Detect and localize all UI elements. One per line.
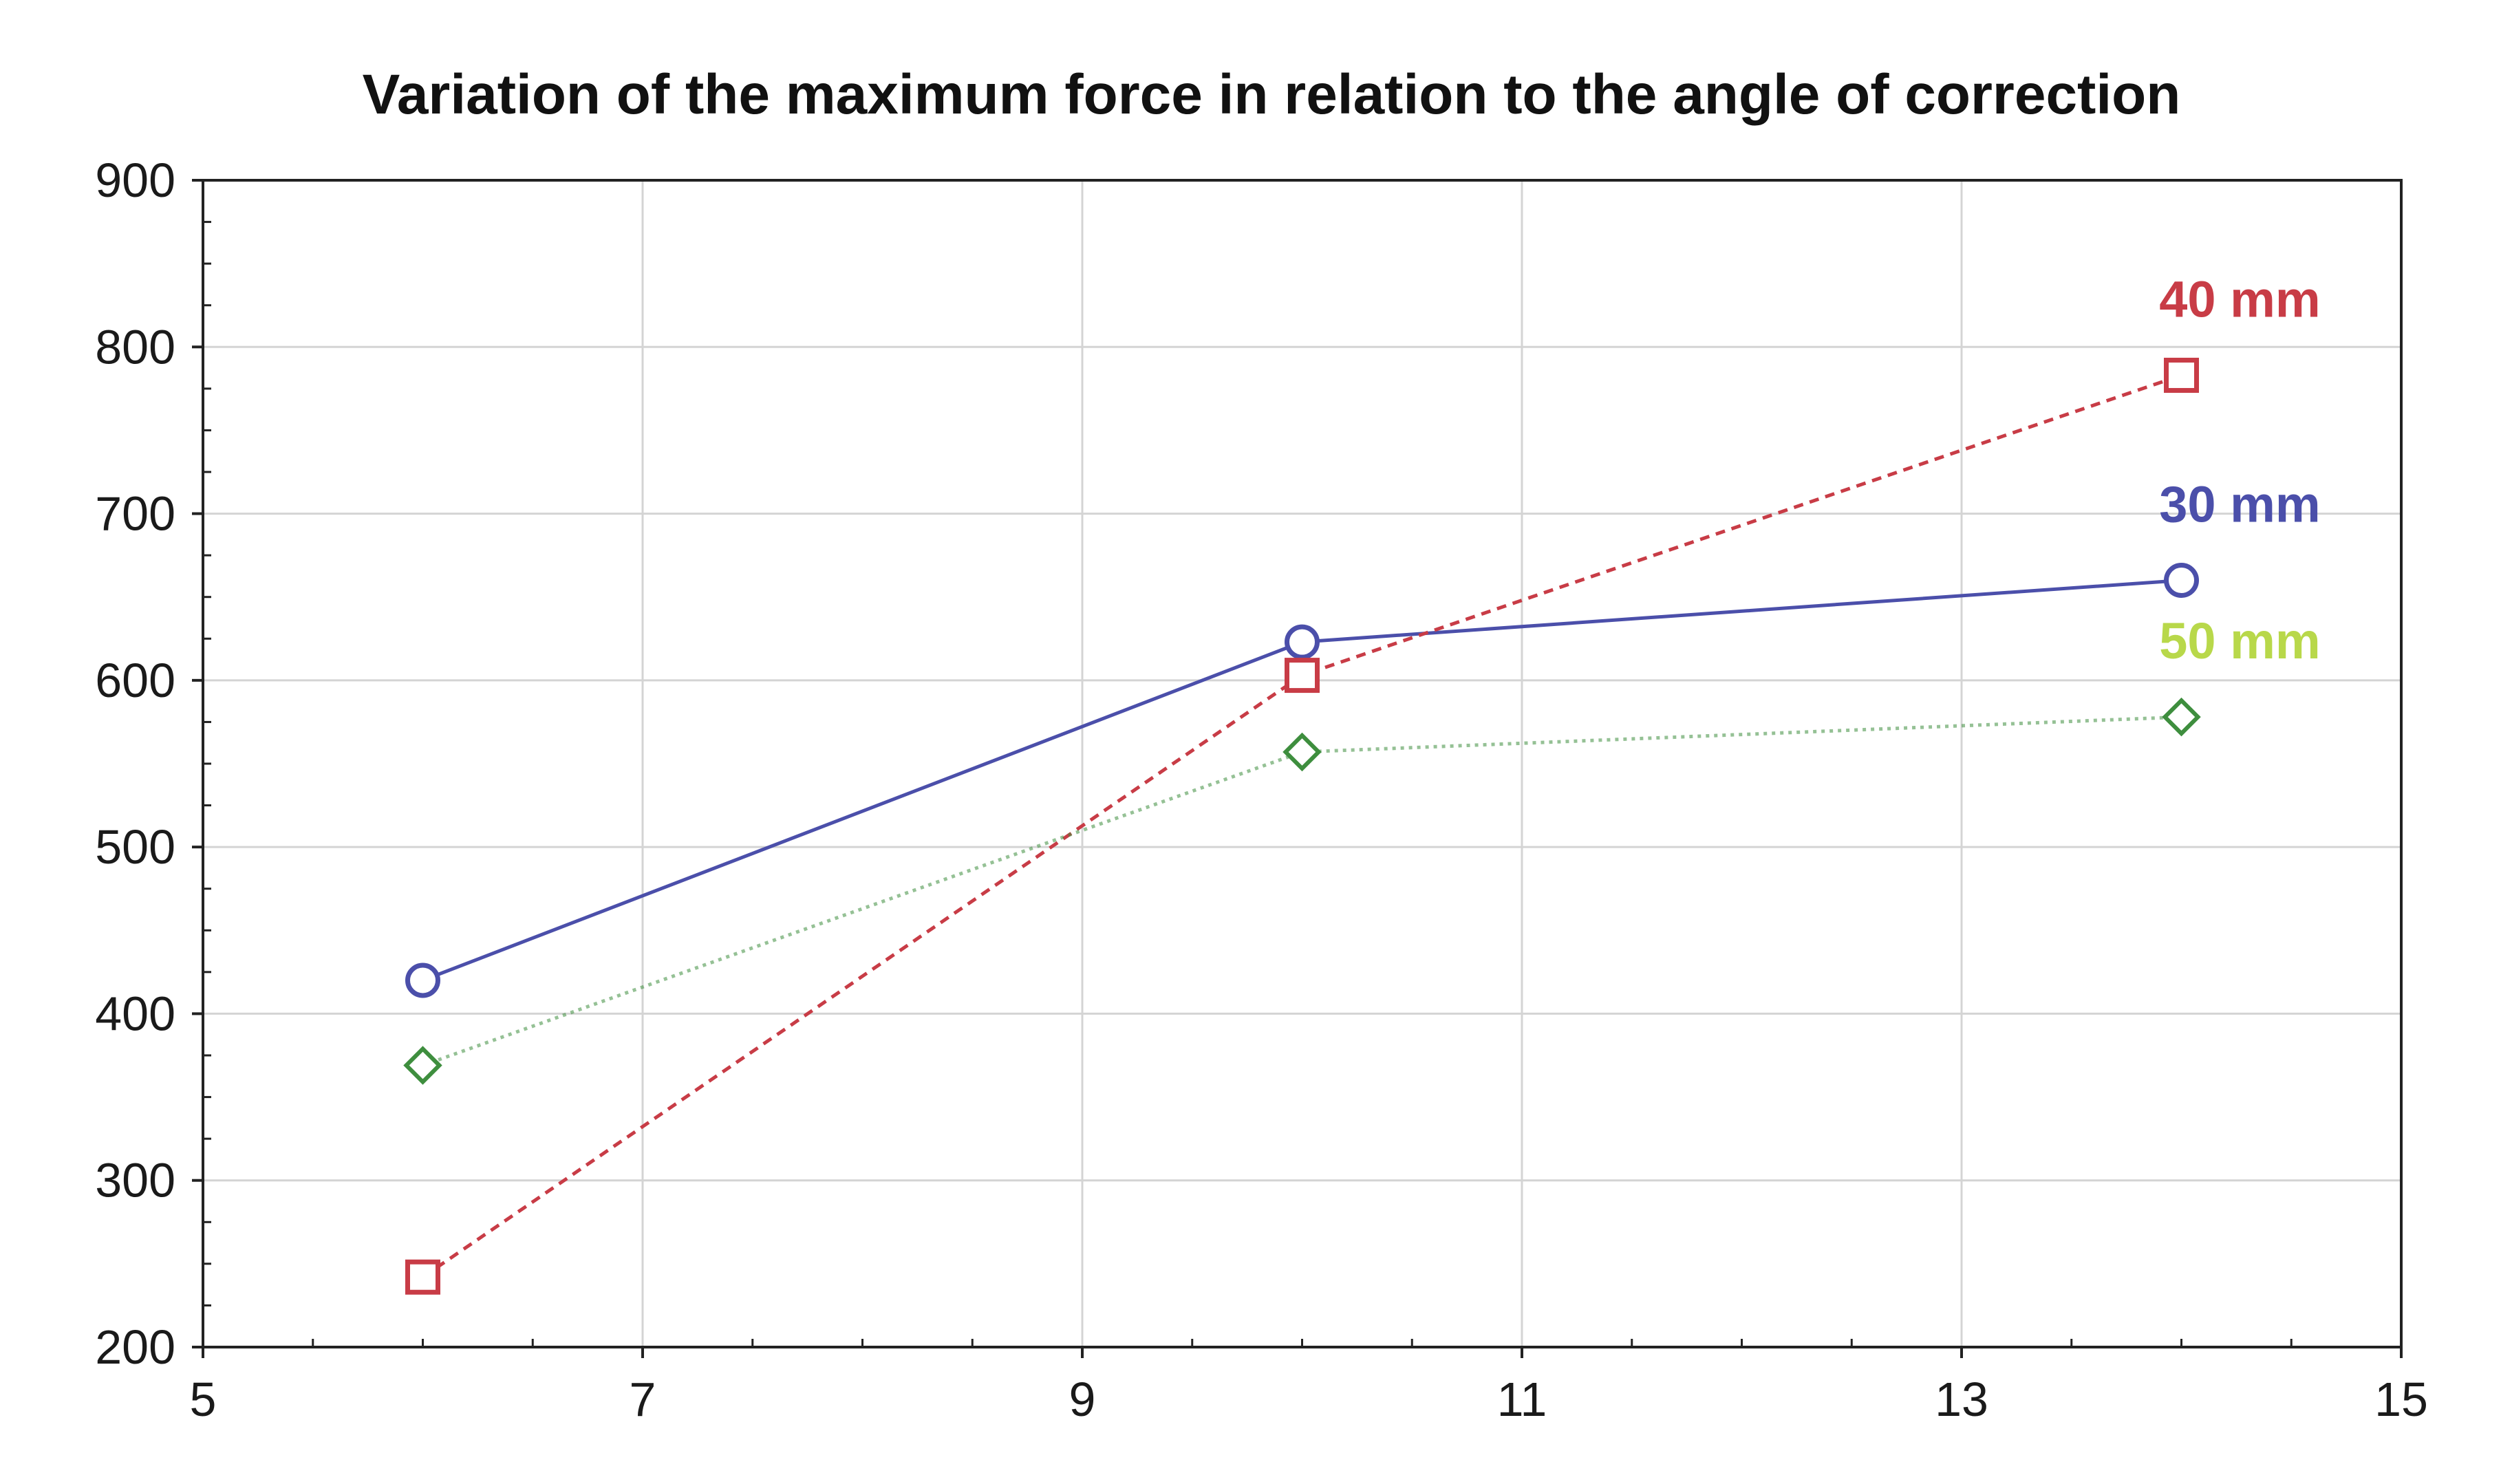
grid-layer (203, 180, 2401, 1347)
series-label-30-mm: 30 mm (2159, 475, 2320, 533)
x-tick-label: 11 (1497, 1373, 1547, 1426)
data-point-30-mm (405, 963, 440, 998)
series-label-layer: 30 mm 40 mm 50 mm (2159, 270, 2320, 669)
data-point-40-mm (1285, 658, 1320, 693)
x-tick-label: 9 (1069, 1373, 1096, 1426)
y-tick-label: 700 (95, 487, 175, 541)
data-point-50-mm (2162, 697, 2201, 737)
data-point-30-mm (1285, 624, 1320, 660)
y-tick-label: 300 (95, 1154, 175, 1207)
data-point-50-mm (1282, 732, 1322, 772)
y-tick-label: 600 (95, 654, 175, 707)
x-tick-label: 13 (1935, 1373, 1988, 1426)
data-point-40-mm (405, 1259, 440, 1295)
x-tick-label: 15 (2374, 1373, 2428, 1426)
data-point-50-mm (403, 1046, 442, 1085)
data-point-40-mm (2164, 357, 2199, 393)
x-tick-label: 7 (630, 1373, 656, 1426)
series-layer (403, 357, 2201, 1295)
series-label-50-mm: 50 mm (2159, 612, 2320, 669)
chart-title: Variation of the maximum force in relati… (363, 63, 2181, 126)
y-tick-label: 800 (95, 320, 175, 374)
y-tick-label: 400 (95, 987, 175, 1040)
x-tick-label: 5 (190, 1373, 217, 1426)
y-tick-label: 200 (95, 1320, 175, 1374)
axis-layer: 5 7 9 11 13 15 200 300 400 500 600 700 800 900 (95, 153, 2428, 1426)
y-tick-label: 500 (95, 820, 175, 874)
series-label-40-mm: 40 mm (2159, 270, 2320, 327)
data-point-30-mm (2164, 562, 2199, 598)
y-tick-label: 900 (95, 153, 175, 207)
